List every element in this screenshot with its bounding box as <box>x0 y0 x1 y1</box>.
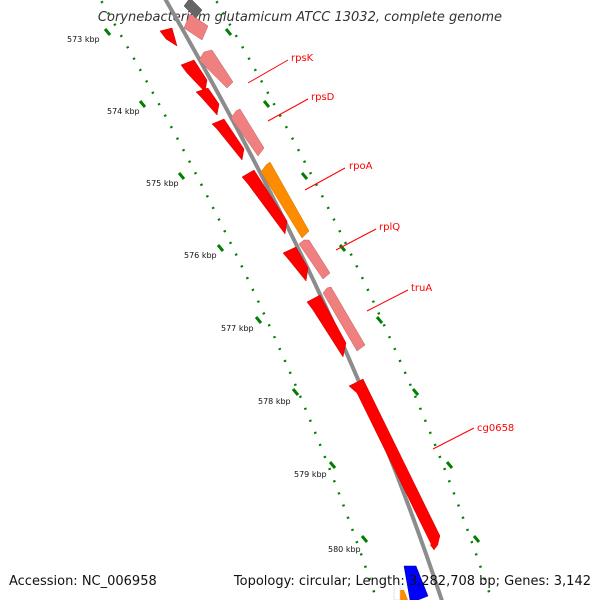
genome-summary: Topology: circular; Length: 3,282,708 bp… <box>233 574 591 589</box>
outer-ticks <box>224 28 481 543</box>
gene-inner-5[interactable] <box>282 246 309 282</box>
outer-scale-ring <box>214 0 494 600</box>
outer-tick-8 <box>472 535 481 543</box>
gene-label-cg0658[interactable]: cg0658 <box>477 423 514 434</box>
gene-label-truA[interactable]: truA <box>411 283 432 294</box>
accession-label: Accession: NC_006958 <box>9 574 157 589</box>
leader-rplQ <box>335 228 377 251</box>
tick-576 <box>216 244 225 252</box>
outer-tick-1 <box>224 28 233 36</box>
outer-tick-4 <box>338 244 347 252</box>
backbone <box>163 0 444 600</box>
outer-tick-7 <box>445 461 454 469</box>
gene-edge-white <box>393 581 401 600</box>
tick-label-578: 578 kbp <box>258 397 291 406</box>
tick-labels: 573 kbp 574 kbp 575 kbp 576 kbp 577 kbp … <box>67 35 361 554</box>
gene-outer-gray[interactable] <box>183 0 203 19</box>
tick-577 <box>254 316 263 324</box>
tick-label-575: 575 kbp <box>146 179 179 188</box>
tick-label-573: 573 kbp <box>67 35 100 44</box>
gene-inner-0[interactable] <box>159 27 178 47</box>
gene-inner-7[interactable] <box>348 378 441 551</box>
tick-579 <box>328 461 337 469</box>
major-ticks <box>103 28 369 543</box>
leader-cg0658 <box>432 427 475 450</box>
gene-rplQ[interactable] <box>298 239 331 280</box>
gene-label-rplQ[interactable]: rplQ <box>379 222 400 233</box>
tick-574 <box>138 100 147 108</box>
tick-578 <box>291 388 300 396</box>
leader-rpsK <box>247 59 289 84</box>
outer-tick-3 <box>300 172 309 180</box>
tick-label-574: 574 kbp <box>107 107 140 116</box>
leader-rpsD <box>267 98 309 122</box>
tick-label-576: 576 kbp <box>184 251 217 260</box>
outer-tick-6 <box>411 388 420 396</box>
gene-rpoA[interactable] <box>260 161 310 239</box>
outer-tick-5 <box>375 316 384 324</box>
leader-rpoA <box>304 167 346 191</box>
outer-tick-2 <box>262 100 271 108</box>
gene-inner-1[interactable] <box>180 59 208 93</box>
leader-truA <box>366 289 409 312</box>
gene-inner-2[interactable] <box>195 87 220 116</box>
gene-rpsK[interactable] <box>198 49 234 89</box>
gene-inner-6[interactable] <box>306 294 347 358</box>
gene-label-rpsK[interactable]: rpsK <box>291 53 314 64</box>
tick-label-579: 579 kbp <box>294 470 327 479</box>
gene-inner-4[interactable] <box>241 169 288 235</box>
outer-genes <box>183 0 366 352</box>
tick-580 <box>360 535 369 543</box>
gene-outer-pink-top[interactable] <box>183 13 209 41</box>
gene-rpsD[interactable] <box>230 108 265 157</box>
inner-gene-heads <box>430 536 440 550</box>
gene-inner-head-7 <box>430 536 440 550</box>
tick-label-577: 577 kbp <box>221 324 254 333</box>
tick-575 <box>177 172 186 180</box>
tick-label-580: 580 kbp <box>328 545 361 554</box>
gene-edge-blue[interactable] <box>403 565 429 600</box>
gene-truA[interactable] <box>322 286 366 352</box>
gene-inner-3[interactable] <box>211 118 245 161</box>
tick-573 <box>103 28 112 36</box>
gene-labels: rpsK rpsD rpoA rplQ truA cg0658 <box>291 53 514 434</box>
gene-label-rpoA[interactable]: rpoA <box>349 161 373 172</box>
inner-genes <box>159 27 441 551</box>
gene-label-rpsD[interactable]: rpsD <box>311 92 335 103</box>
label-leaders <box>247 59 475 450</box>
edge-genes <box>393 565 429 600</box>
